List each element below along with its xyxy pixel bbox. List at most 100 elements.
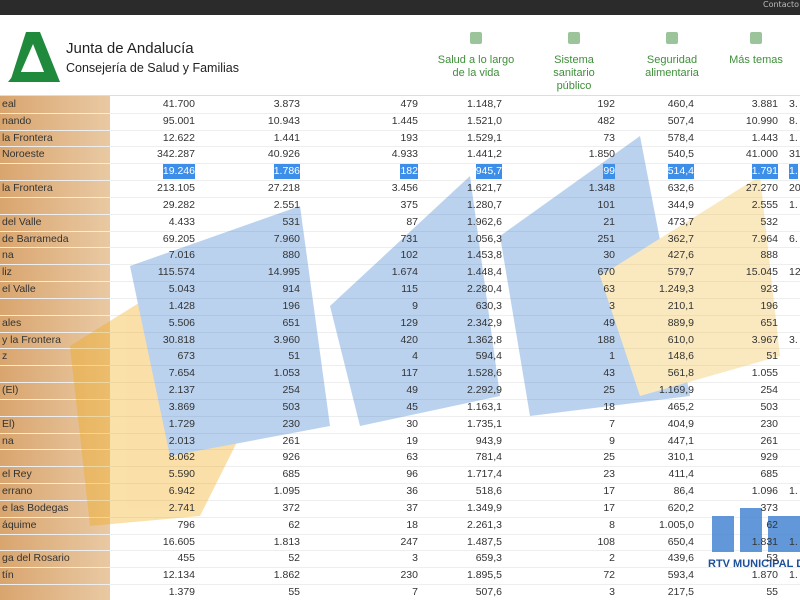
municipality[interactable]: nando bbox=[2, 114, 32, 127]
municipality[interactable]: de Barrameda bbox=[2, 232, 69, 245]
contact-link[interactable]: Contacto bbox=[763, 0, 800, 9]
header bbox=[0, 15, 800, 96]
municipality[interactable]: na bbox=[2, 434, 14, 447]
table-row bbox=[0, 264, 800, 283]
municipality[interactable]: la Frontera bbox=[2, 131, 53, 144]
table-row bbox=[0, 550, 800, 569]
cell: 1. bbox=[789, 198, 798, 211]
cell: 1.870 bbox=[751, 569, 778, 582]
nav-label[interactable]: alimentaria bbox=[645, 67, 699, 79]
municipality[interactable]: ales bbox=[2, 316, 22, 329]
cell: 95.001 bbox=[162, 114, 195, 127]
cell: 342.287 bbox=[157, 148, 195, 161]
municipality[interactable]: la Frontera bbox=[2, 182, 53, 195]
municipality[interactable]: el Valle bbox=[2, 283, 36, 296]
municipality[interactable]: y la Frontera bbox=[2, 333, 61, 346]
municipality[interactable]: z bbox=[2, 350, 8, 363]
nav-label[interactable]: Sistema bbox=[554, 54, 594, 66]
cell: 531 bbox=[282, 215, 300, 228]
municipality[interactable]: del Valle bbox=[2, 215, 42, 228]
cell: 6.942 bbox=[168, 485, 195, 498]
cell: 651 bbox=[282, 316, 300, 329]
cell: 914 bbox=[282, 283, 300, 296]
cell: 889,9 bbox=[667, 316, 694, 329]
cell: 230 bbox=[760, 417, 778, 430]
nav-icon[interactable] bbox=[568, 32, 580, 44]
cell: 129 bbox=[400, 316, 418, 329]
cell: 2.292,9 bbox=[466, 384, 502, 397]
table-row bbox=[0, 534, 800, 552]
municipality[interactable]: (El) bbox=[2, 384, 19, 397]
municipality[interactable]: el Rey bbox=[2, 468, 32, 481]
table-row bbox=[0, 247, 800, 266]
nav-label[interactable]: sanitario bbox=[553, 67, 595, 79]
cell: 96 bbox=[406, 468, 418, 481]
municipality[interactable]: Noroeste bbox=[2, 148, 45, 161]
cell: 5.590 bbox=[168, 468, 195, 481]
nav-label[interactable]: de la vida bbox=[452, 67, 500, 79]
table-row bbox=[0, 348, 800, 367]
cell: 8. bbox=[789, 114, 798, 127]
cell: 650,4 bbox=[667, 535, 694, 548]
cell: 49 bbox=[603, 316, 615, 329]
cell: 578,4 bbox=[667, 131, 694, 144]
municipality[interactable]: tín bbox=[2, 569, 14, 582]
municipality[interactable]: eal bbox=[2, 98, 17, 110]
cell: 261 bbox=[760, 434, 778, 447]
table-row bbox=[0, 433, 800, 451]
nav-icon[interactable] bbox=[666, 32, 678, 44]
cell: 1.362,8 bbox=[466, 333, 502, 346]
municipality[interactable]: na bbox=[2, 249, 14, 262]
municipality[interactable]: e las Bodegas bbox=[2, 501, 69, 514]
table-row bbox=[0, 332, 800, 350]
cell: 3.881 bbox=[751, 98, 778, 110]
cell: 69.205 bbox=[162, 232, 195, 245]
cell: 2.342,9 bbox=[466, 316, 502, 329]
cell: 411,4 bbox=[668, 468, 695, 481]
cell: 945,7 bbox=[475, 164, 502, 180]
cell: 43 bbox=[603, 367, 615, 380]
cell: 514,4 bbox=[667, 164, 694, 180]
cell: 117 bbox=[401, 367, 418, 380]
cell: 579,7 bbox=[667, 266, 694, 279]
nav-icon[interactable] bbox=[750, 32, 762, 44]
table-row bbox=[0, 416, 800, 434]
cell: 593,4 bbox=[667, 569, 694, 582]
cell: 25 bbox=[603, 451, 615, 464]
municipality[interactable]: El) bbox=[2, 417, 15, 430]
cell: 482 bbox=[597, 114, 615, 127]
cell: 2.741 bbox=[168, 501, 195, 514]
cell: 362,7 bbox=[667, 232, 694, 245]
cell: 87 bbox=[406, 215, 418, 228]
nav-label[interactable]: público bbox=[556, 80, 592, 92]
cell: 19 bbox=[406, 434, 418, 447]
cell: 1.169,9 bbox=[658, 384, 694, 397]
municipality[interactable]: liz bbox=[2, 266, 12, 279]
cell: 1. bbox=[789, 164, 798, 180]
cell: 7.960 bbox=[273, 232, 300, 245]
cell: 3. bbox=[789, 98, 798, 110]
nav-label[interactable]: Seguridad bbox=[646, 54, 698, 66]
nav-label[interactable]: Salud a lo largo bbox=[437, 54, 515, 66]
cell: 310,1 bbox=[667, 451, 694, 464]
cell: 23 bbox=[603, 468, 615, 481]
municipality[interactable]: áquime bbox=[2, 518, 37, 531]
table-row bbox=[0, 500, 800, 518]
cell: 620,2 bbox=[667, 501, 694, 514]
cell: 188 bbox=[597, 333, 615, 346]
cell: 1.791 bbox=[751, 164, 778, 180]
cell: 1.735,1 bbox=[466, 417, 502, 430]
nav-icon[interactable] bbox=[470, 32, 482, 44]
municipality[interactable]: ga del Rosario bbox=[2, 552, 70, 565]
logo[interactable] bbox=[6, 30, 62, 84]
municipality[interactable]: errano bbox=[2, 485, 33, 498]
cell: 427,6 bbox=[667, 249, 694, 262]
cell: 19.246 bbox=[162, 164, 195, 180]
nav-label[interactable]: Más temas bbox=[729, 54, 783, 66]
name-column bbox=[0, 96, 110, 600]
cell: 72 bbox=[603, 569, 615, 582]
cell: 29.282 bbox=[162, 198, 195, 211]
cell: 41.000 bbox=[745, 148, 778, 161]
cell: 62 bbox=[766, 518, 778, 531]
